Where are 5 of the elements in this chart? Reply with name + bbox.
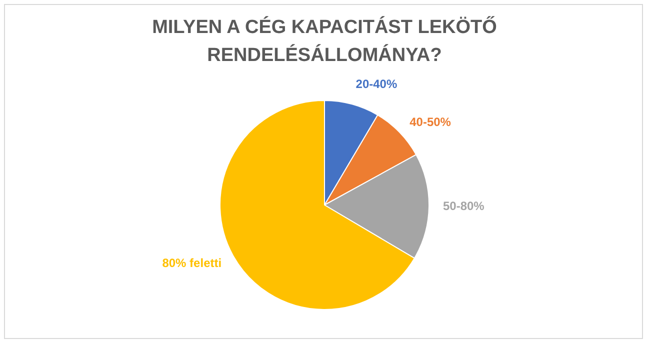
slice-label: 50-80% xyxy=(442,199,485,214)
slice-label: 40-50% xyxy=(410,114,452,129)
slice-label: 20-40% xyxy=(356,77,398,92)
slice-label: 80% feletti xyxy=(162,256,222,270)
chart-title: MILYEN A CÉG KAPACITÁST LEKÖTŐ RENDELÉSÁLLOMÁNYA? xyxy=(151,15,498,68)
